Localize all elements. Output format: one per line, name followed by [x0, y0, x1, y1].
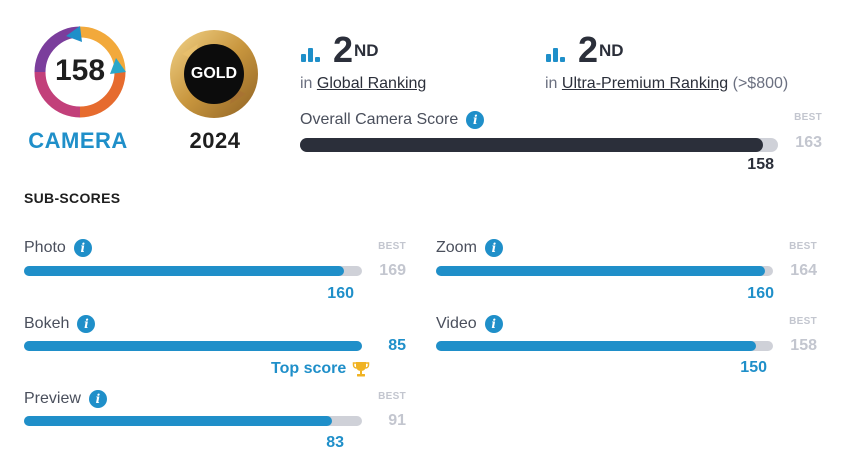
bokeh-score-track — [24, 341, 362, 351]
info-icon[interactable]: i — [466, 111, 485, 129]
overall-score-track — [300, 138, 778, 152]
global-ranking-link[interactable]: Global Ranking — [316, 75, 427, 92]
info-icon[interactable]: i — [77, 315, 96, 333]
ultra-premium-ranking-caption: in Ultra-Premium Ranking (>$800) — [545, 75, 789, 92]
preview-label: Preview — [24, 390, 81, 407]
info-icon[interactable]: i — [73, 239, 92, 257]
photo-best-label: BEST — [378, 241, 406, 252]
ranking-bars-icon — [546, 44, 568, 62]
overall-score-label: Overall Camera Score — [300, 111, 459, 128]
trophy-icon — [353, 362, 370, 377]
top-score-label: Top score — [271, 360, 347, 377]
bokeh-score-value: 85 — [388, 337, 406, 354]
zoom-label: Zoom — [436, 239, 477, 256]
camera-category-label: CAMERA — [28, 128, 128, 153]
photo-best-value: 169 — [379, 262, 406, 279]
zoom-score-value: 160 — [747, 285, 774, 302]
top-score-badge: Top score — [271, 360, 370, 378]
camera-score-badge: 158 — [30, 22, 130, 122]
video-best-label: BEST — [789, 316, 817, 327]
zoom-score-fill — [436, 266, 765, 276]
overall-best-value: 163 — [795, 134, 822, 151]
preview-score-fill — [24, 416, 333, 426]
camera-score-value: 158 — [54, 54, 106, 87]
overall-score-fill — [300, 138, 764, 152]
video-score-value: 150 — [740, 359, 767, 376]
info-icon[interactable]: i — [484, 315, 503, 333]
global-ranking-caption: in Global Ranking — [300, 75, 427, 92]
video-label: Video — [436, 315, 477, 332]
preview-score-track — [24, 416, 362, 426]
overall-score-value: 158 — [747, 156, 774, 173]
global-ranking-position: 2ND — [333, 29, 379, 70]
bokeh-label: Bokeh — [24, 315, 70, 332]
zoom-best-label: BEST — [789, 241, 817, 252]
preview-best-value: 91 — [388, 412, 406, 429]
photo-score-fill — [24, 266, 345, 276]
info-icon[interactable]: i — [88, 390, 107, 408]
ultra-premium-ranking-link[interactable]: Ultra-Premium Ranking — [561, 75, 729, 92]
ranking-bars-icon — [301, 44, 323, 62]
gold-award-badge: GOLD — [164, 24, 264, 124]
zoom-best-value: 164 — [790, 262, 817, 279]
price-range-note: (>$800) — [732, 75, 789, 92]
sub-scores-heading: SUB-SCORES — [24, 190, 121, 206]
zoom-score-track — [436, 266, 773, 276]
overall-best-label: BEST — [794, 112, 822, 123]
gold-laurel-graphic — [170, 30, 258, 118]
bokeh-score-fill — [24, 341, 362, 351]
video-score-track — [436, 341, 773, 351]
gold-award-label: GOLD — [190, 65, 238, 82]
award-year-label: 2024 — [189, 128, 241, 153]
preview-best-label: BEST — [378, 391, 406, 402]
video-best-value: 158 — [790, 337, 817, 354]
video-score-fill — [436, 341, 756, 351]
preview-score-value: 83 — [326, 434, 344, 451]
photo-score-track — [24, 266, 362, 276]
info-icon[interactable]: i — [484, 239, 503, 257]
camera-score-ring-graphic — [34, 26, 126, 118]
photo-score-value: 160 — [327, 285, 354, 302]
photo-label: Photo — [24, 239, 66, 256]
ultra-premium-ranking-position: 2ND — [578, 29, 624, 70]
